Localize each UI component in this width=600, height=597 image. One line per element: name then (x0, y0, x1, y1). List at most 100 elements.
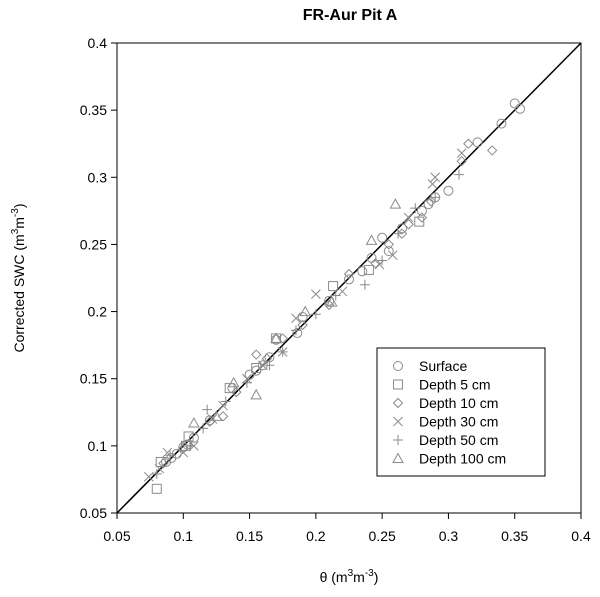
data-point-cross (178, 447, 189, 458)
data-point-diamond (396, 228, 408, 239)
data-point-square (224, 383, 235, 394)
data-point-plus (241, 377, 252, 388)
data-point-circle (383, 246, 394, 257)
legend-diamond-icon (392, 397, 404, 409)
y-tick-label: 0.25 (80, 236, 107, 252)
data-point-diamond (323, 299, 335, 311)
data-point-cross (387, 250, 398, 261)
data-point-square (328, 281, 339, 292)
data-point-plus (165, 450, 176, 461)
data-point-triangle (227, 376, 240, 388)
x-tick-label: 0.15 (236, 528, 263, 544)
data-point-plus (202, 404, 213, 415)
legend-box (376, 347, 546, 477)
legend-entry-label: Depth 30 cm (419, 414, 498, 430)
x-tick-label: 0.2 (306, 528, 326, 544)
legend-circle-icon (393, 361, 403, 371)
x-tick-label: 0.35 (501, 528, 528, 544)
data-point-diamond (463, 138, 474, 149)
data-point-square (155, 456, 166, 467)
data-point-plus (377, 255, 388, 266)
data-point-circle (443, 185, 454, 196)
data-point-square (414, 216, 425, 227)
data-point-triangle (250, 388, 263, 400)
data-point-plus (220, 396, 231, 407)
data-point-plus (264, 360, 275, 371)
data-point-cross (311, 289, 321, 299)
data-point-diamond (231, 386, 242, 398)
data-point-circle (171, 448, 182, 459)
legend-cross-icon (393, 416, 403, 427)
data-point-plus (430, 192, 441, 203)
data-point-circle (496, 118, 507, 129)
y-tick-label: 0.35 (80, 102, 107, 118)
y-tick-label: 0.1 (88, 438, 108, 454)
data-markers (143, 98, 526, 494)
x-tick-label: 0.05 (103, 528, 130, 544)
y-tick-label: 0.3 (88, 169, 108, 185)
data-point-plus (290, 325, 301, 336)
data-point-diamond (158, 458, 169, 469)
data-point-diamond (250, 349, 262, 360)
data-point-diamond (383, 239, 394, 250)
data-point-circle (188, 432, 199, 443)
data-point-cross (403, 212, 414, 223)
x-tick-label: 0.3 (439, 528, 459, 544)
legend-entry-label: Depth 5 cm (419, 377, 491, 393)
data-point-circle (344, 274, 354, 285)
data-point-diamond (456, 155, 467, 167)
legend-entry-label: Depth 50 cm (419, 432, 498, 448)
data-point-circle (292, 328, 303, 339)
data-point-circle (515, 103, 526, 114)
data-point-circle (357, 266, 368, 277)
data-point-diamond (425, 196, 437, 207)
data-point-triangle (299, 305, 312, 317)
data-point-diamond (217, 411, 229, 422)
data-point-plus (410, 203, 421, 214)
data-point-triangle (270, 332, 282, 343)
legend-entry-label: Depth 10 cm (419, 395, 498, 411)
data-point-circle (509, 98, 520, 109)
data-point-plus (310, 309, 321, 320)
x-tick-label: 0.25 (369, 528, 396, 544)
data-point-plus (151, 469, 162, 480)
data-point-plus (198, 423, 209, 434)
legend: Surface Depth 5 cm Depth 10 cm Depth 30 cm D… (376, 347, 546, 477)
data-point-plus (277, 346, 288, 357)
x-axis-label: θ (m3m-3) (320, 568, 379, 585)
data-point-diamond (343, 268, 355, 280)
data-point-square (183, 431, 194, 442)
data-point-plus (184, 440, 195, 451)
legend-entry-label: Surface (419, 358, 467, 374)
data-point-plus (359, 279, 370, 290)
data-point-circle (377, 232, 388, 243)
data-point-diamond (403, 219, 414, 230)
data-point-circle (472, 137, 483, 148)
data-point-diamond (297, 319, 308, 331)
data-point-square (363, 264, 374, 275)
data-point-plus (393, 228, 404, 239)
data-point-triangle (365, 234, 378, 245)
data-point-diamond (261, 353, 273, 364)
plot-area (116, 42, 582, 514)
chart-title: FR-Aur Pit A (303, 7, 398, 24)
data-point-circle (397, 223, 408, 234)
data-point-plus (454, 169, 465, 180)
data-point-cross (456, 148, 467, 158)
legend-entry-label: Depth 100 cm (419, 451, 506, 467)
data-point-diamond (416, 212, 428, 223)
x-tick-label: 0.4 (571, 528, 591, 544)
data-point-triangle (188, 416, 200, 428)
y-tick-label: 0.05 (80, 505, 107, 521)
data-point-diamond (370, 258, 381, 269)
data-point-square (151, 483, 162, 494)
data-point-circle (297, 311, 308, 322)
data-point-diamond (486, 145, 498, 156)
x-tick-label: 0.1 (174, 528, 194, 544)
y-tick-label: 0.2 (88, 304, 108, 320)
y-tick-label: 0.4 (88, 35, 108, 51)
data-point-plus (330, 290, 341, 301)
y-axis-label: Corrected SWC (m3m-3) (10, 203, 27, 352)
y-axis-ticks: 0.05 0.1 0.15 0.2 0.25 0.3 0.35 0.4 (80, 35, 117, 521)
